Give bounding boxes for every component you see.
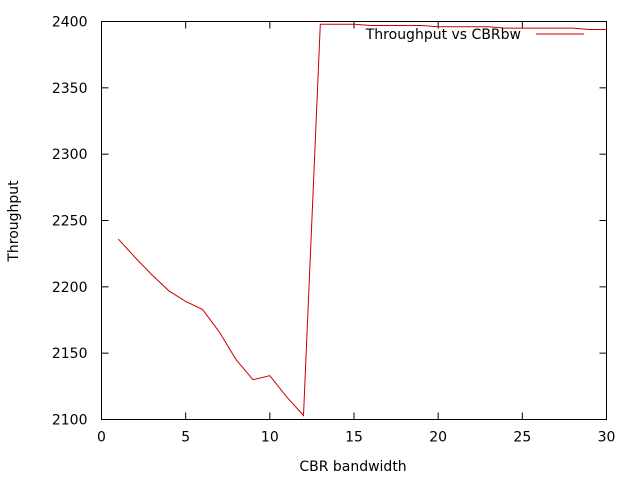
y-tick-label: 2400 [52,15,88,31]
legend: Throughput vs CBRbw [365,27,584,43]
x-axis-label: CBR bandwidth [299,459,406,475]
x-tick-label: 10 [261,430,279,446]
tick-labels: 0 5 10 15 20 25 30 2100 2150 2200 2250 2300 2350 2400 [52,15,616,446]
series-line [117,23,607,417]
x-tick-label: 25 [513,430,531,446]
x-tick-label: 15 [345,430,363,446]
series-lines [117,23,607,417]
x-tick-label: 0 [97,430,106,446]
y-tick-label: 2100 [52,413,88,429]
plot-frame [101,21,607,420]
y-tick-label: 2250 [52,214,88,230]
x-tick-label: 20 [429,430,447,446]
y-tick-label: 2150 [52,346,88,362]
y-axis-label: Throughput [6,180,22,263]
y-tick-label: 2200 [52,280,88,296]
y-tick-label: 2350 [52,81,88,97]
y-tick-label: 2300 [52,147,88,163]
axis-ticks [101,21,607,420]
legend-label: Throughput vs CBRbw [365,27,521,43]
x-tick-label: 30 [598,430,616,446]
x-tick-label: 5 [181,430,190,446]
